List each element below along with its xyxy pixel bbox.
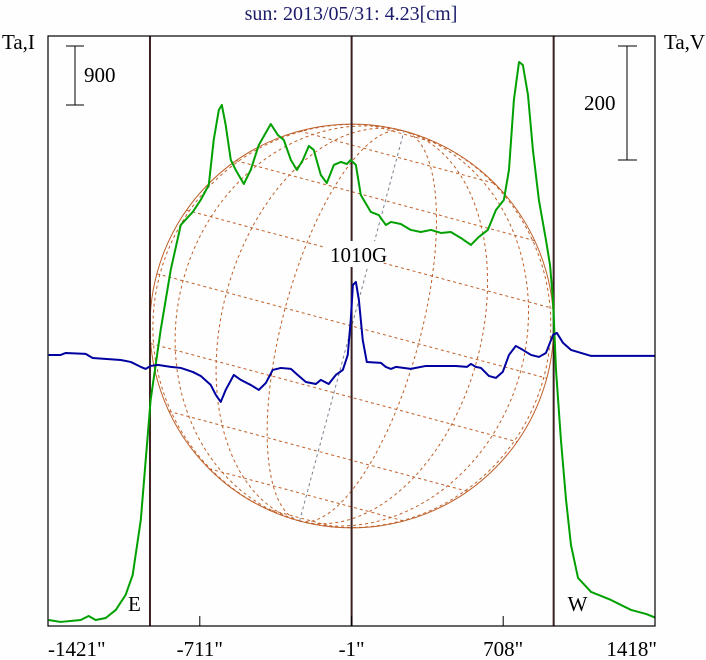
longitude-line (266, 129, 405, 522)
y-axis-label-left: Ta,I (2, 30, 35, 54)
longitude-line (215, 127, 405, 522)
longitude-line (299, 130, 530, 527)
latitude-line (266, 508, 335, 528)
chart-title: sun: 2013/05/31: 4.23[cm] (245, 3, 458, 25)
x-axis: -1421" -711" -1" 708" 1418" (48, 616, 657, 660)
longitude-line (299, 130, 489, 525)
x-tick-label: 708" (483, 637, 523, 660)
longitude-line (174, 125, 405, 522)
longitude-line (299, 130, 438, 523)
scale-bar-I-label: 900 (84, 63, 116, 87)
latitude-line (150, 343, 518, 443)
latitude-line (369, 124, 438, 144)
series-V-line (48, 280, 655, 403)
annotation-background (325, 241, 384, 267)
y-axis-label-right: Ta,V (664, 30, 705, 54)
region-label: 1010G (330, 243, 387, 267)
limb-label-west: W (568, 592, 588, 616)
x-tick-label: -1" (339, 637, 365, 660)
limb-label-east: E (128, 592, 141, 616)
longitude-line (152, 123, 405, 522)
x-tick-label: 1418" (606, 637, 657, 660)
curves (48, 60, 655, 623)
limb-and-center-lines (148, 36, 555, 626)
longitude-line (299, 130, 552, 529)
annotations: 1010G E W (128, 241, 588, 616)
series-I-line (48, 60, 655, 623)
scale-bar-V-label: 200 (584, 91, 616, 115)
latitude-line (208, 468, 405, 522)
x-tick-label: -711" (177, 637, 223, 660)
scale-bars: 900 200 (66, 45, 637, 161)
x-tick-label: -1421" (48, 637, 106, 660)
